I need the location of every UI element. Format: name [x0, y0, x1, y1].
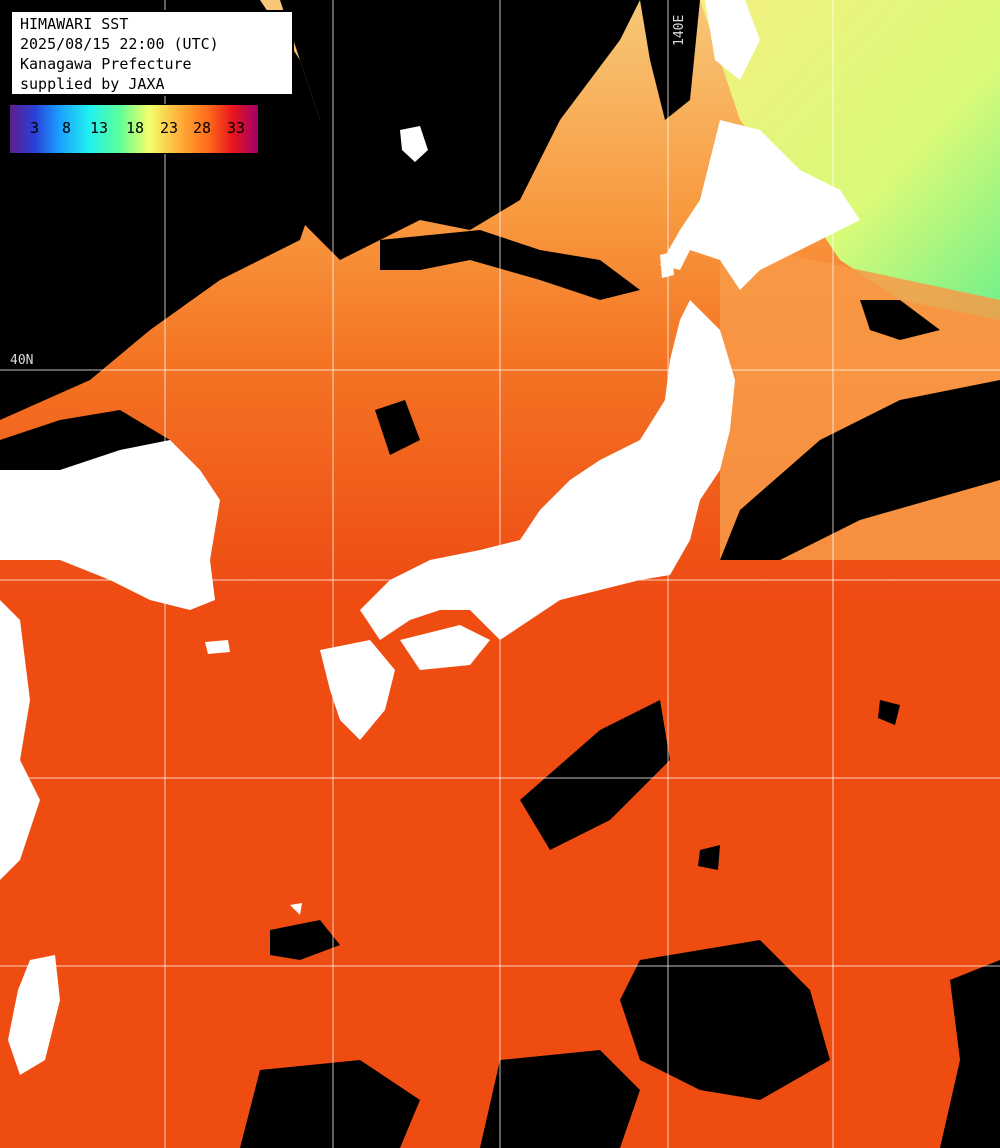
legend-tick: 13: [90, 119, 109, 137]
legend-tick: 23: [160, 119, 179, 137]
longitude-label: 140E: [672, 14, 687, 46]
color-scale-bar: [9, 104, 259, 154]
color-scale-labels: 3 8 13 18 23 28 33: [30, 119, 260, 139]
sea-okhotsk: [700, 0, 1000, 320]
legend-tick: 33: [227, 119, 246, 137]
legend-tick: 3: [30, 119, 40, 137]
product-title: HIMAWARI SST: [20, 15, 129, 33]
timestamp: 2025/08/15 22:00 (UTC): [20, 35, 219, 53]
legend-tick: 18: [126, 119, 145, 137]
legend-tick: 8: [62, 119, 72, 137]
title-box: HIMAWARI SST 2025/08/15 22:00 (UTC) Kana…: [10, 10, 294, 96]
region-name: Kanagawa Prefecture: [20, 55, 192, 73]
legend-tick: 28: [193, 119, 212, 137]
credit: supplied by JAXA: [20, 75, 165, 93]
latitude-label: 40N: [10, 353, 34, 368]
